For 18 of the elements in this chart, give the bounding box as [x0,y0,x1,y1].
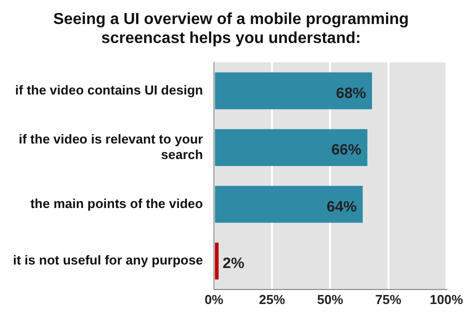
x-tick-label: 25% [259,292,286,307]
data-label: 66% [331,142,362,159]
x-tick-label: 0% [204,292,224,307]
chart-title: Seeing a UI overview of a mobile programming screencast helps you understand: [53,11,409,48]
y-tick-label: it is not useful for any purpose [12,252,203,268]
data-label: 68% [336,84,366,102]
x-tick-label: 75% [375,292,402,307]
y-tick-label: the main points of the video [30,196,204,211]
bar [214,129,368,166]
bar [214,186,363,223]
bar [214,242,219,280]
y-tick-label: if the video contains UI design [15,82,204,98]
bar [214,72,372,110]
x-tick-label: 50% [317,292,344,307]
x-tick-label: 100% [430,292,464,307]
data-label: 64% [326,198,357,216]
data-label: 2% [222,255,244,272]
y-tick-label: if the video is relevant to your search [18,131,204,162]
